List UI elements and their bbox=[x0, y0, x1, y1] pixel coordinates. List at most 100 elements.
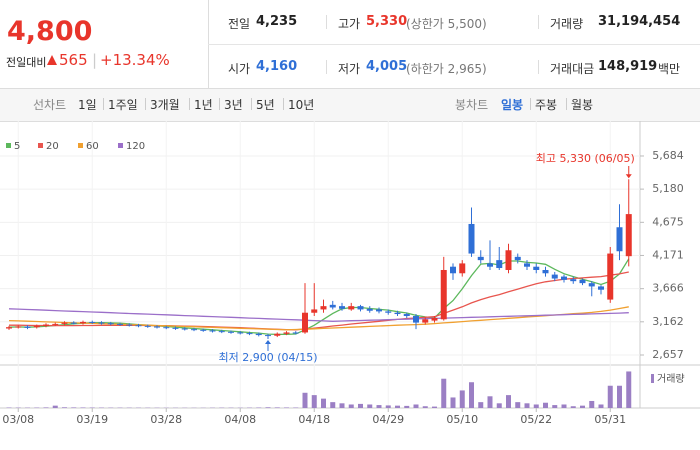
candle-body bbox=[394, 312, 401, 315]
y-tick-label: 3,162 bbox=[652, 315, 684, 328]
candle-body bbox=[496, 260, 503, 269]
tab-title: 선차트 bbox=[33, 98, 67, 112]
candle-body bbox=[524, 263, 530, 267]
stat-value: 4,235 bbox=[256, 14, 298, 29]
volume-bar bbox=[459, 390, 465, 408]
x-tick-label: 03/08 bbox=[2, 413, 34, 426]
stat-value: 4,160 bbox=[256, 59, 298, 74]
candle-body bbox=[348, 306, 355, 310]
legend-label: 20 bbox=[46, 141, 59, 152]
candle-body bbox=[135, 325, 142, 327]
candle-body bbox=[339, 306, 345, 309]
volume-bar bbox=[265, 407, 271, 408]
chart: 5,684 5,180 4,675 4,171 3,666 3,162 2,657 03/08… bbox=[0, 121, 700, 426]
candle-body bbox=[218, 331, 225, 333]
volume-bar bbox=[52, 405, 58, 408]
volume-bar bbox=[330, 402, 336, 408]
stat-label: 거래량 bbox=[550, 17, 584, 31]
tab[interactable]: 일봉 bbox=[501, 98, 524, 112]
candle-body bbox=[154, 326, 160, 328]
candle-body bbox=[376, 309, 382, 312]
tab[interactable]: 10년 bbox=[288, 98, 315, 112]
candle-body bbox=[598, 286, 604, 290]
volume-bar bbox=[589, 400, 595, 408]
tab-title: 봉차트 bbox=[455, 98, 489, 112]
volume-bar bbox=[580, 405, 585, 408]
candle-body bbox=[616, 227, 623, 252]
stat-note: (상한가 5,500) bbox=[406, 17, 487, 31]
volume-bar bbox=[274, 407, 280, 408]
change-pct: +13.34% bbox=[100, 51, 170, 69]
tab[interactable]: 1년 bbox=[194, 98, 213, 112]
volume-bar bbox=[543, 402, 548, 408]
low-annotation: 최저 2,900 (04/15) bbox=[218, 351, 317, 364]
x-tick-label: 04/29 bbox=[372, 413, 404, 426]
legend-swatch bbox=[651, 374, 654, 383]
candle-body bbox=[172, 327, 179, 329]
volume-bar bbox=[385, 405, 391, 408]
stat-divider bbox=[538, 60, 539, 74]
volume-bar bbox=[496, 403, 502, 408]
candle-body bbox=[561, 276, 567, 280]
candle-body bbox=[107, 323, 114, 325]
volume-bar bbox=[478, 402, 484, 408]
separator: | bbox=[92, 51, 98, 69]
stat-unit: 백만 bbox=[658, 62, 681, 76]
x-tick-label: 04/08 bbox=[224, 413, 256, 426]
candle-body bbox=[431, 317, 438, 321]
volume-bar bbox=[367, 404, 373, 408]
tab[interactable]: 월봉 bbox=[571, 98, 594, 112]
candle-body bbox=[191, 329, 197, 331]
volume-bar bbox=[404, 405, 410, 408]
volume-bar bbox=[321, 398, 326, 408]
volume-bar bbox=[395, 405, 400, 408]
volume-bar bbox=[561, 404, 567, 408]
y-tick-label: 4,171 bbox=[652, 248, 684, 261]
volume-bar bbox=[487, 396, 493, 408]
candle-body bbox=[385, 311, 392, 313]
legend-swatch bbox=[118, 143, 123, 148]
volume-bar bbox=[441, 378, 447, 408]
volume-bar bbox=[43, 407, 49, 408]
volume-bar bbox=[80, 407, 86, 408]
candle-body bbox=[292, 332, 299, 334]
volume-label: 거래량 bbox=[657, 373, 685, 385]
x-tick-label: 05/10 bbox=[446, 413, 478, 426]
stat-label: 저가 bbox=[338, 62, 361, 76]
tab-bar bbox=[0, 88, 700, 122]
tab[interactable]: 5년 bbox=[256, 98, 275, 112]
stat-label: 거래대금 bbox=[550, 62, 595, 76]
candle-body bbox=[413, 316, 419, 323]
candle-body bbox=[283, 332, 290, 334]
candle-body bbox=[33, 325, 40, 328]
candle-body bbox=[237, 332, 244, 334]
tab[interactable]: 1주일 bbox=[108, 98, 138, 112]
stat-divider bbox=[326, 15, 327, 29]
volume-bar bbox=[284, 407, 289, 408]
volume-bar bbox=[626, 371, 632, 408]
candle-body bbox=[70, 322, 77, 324]
tab-separator bbox=[251, 98, 252, 110]
tab[interactable]: 1일 bbox=[78, 98, 97, 112]
volume-bar bbox=[376, 405, 382, 408]
candle-body bbox=[98, 322, 105, 324]
volume-bar bbox=[450, 397, 456, 408]
x-tick-label: 05/22 bbox=[520, 413, 552, 426]
candle-body bbox=[52, 323, 59, 325]
candle-body bbox=[366, 308, 373, 311]
candle-body bbox=[542, 269, 549, 274]
candle-body bbox=[450, 266, 456, 274]
tab[interactable]: 3개월 bbox=[150, 98, 180, 112]
volume-bar bbox=[311, 395, 317, 408]
x-tick-label: 04/18 bbox=[298, 413, 330, 426]
ma-line bbox=[8, 258, 630, 336]
tab[interactable]: 3년 bbox=[224, 98, 243, 112]
candle-body bbox=[163, 327, 170, 329]
candle-body bbox=[320, 306, 327, 310]
y-tick-label: 5,180 bbox=[652, 182, 684, 195]
x-tick-label: 03/28 bbox=[150, 413, 182, 426]
y-tick-label: 2,657 bbox=[652, 348, 684, 361]
volume-bar bbox=[71, 407, 77, 408]
stat-value: 5,330 bbox=[366, 14, 408, 29]
tab[interactable]: 주봉 bbox=[535, 98, 558, 112]
